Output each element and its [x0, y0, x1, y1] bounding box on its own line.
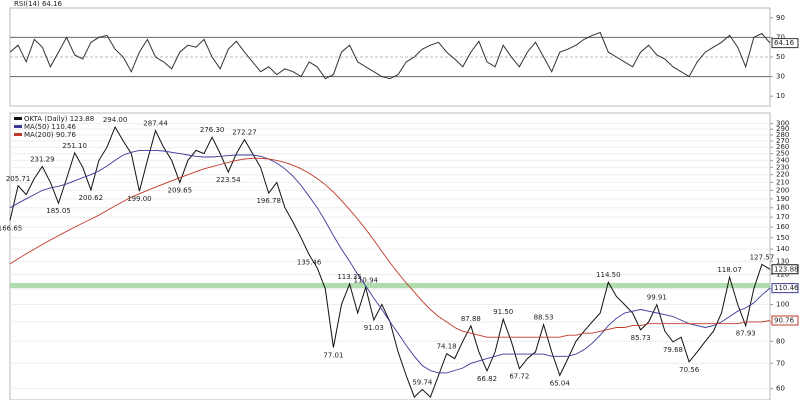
price-annotation: 59.74 [412, 378, 433, 386]
y-tick-label: 200 [776, 186, 789, 194]
y-tick-label: 170 [776, 213, 789, 221]
price-annotation: 135.46 [297, 259, 322, 267]
price-annotation: 276.30 [200, 126, 225, 134]
y-tick-label: 30 [776, 73, 785, 81]
price-annotation: 114.50 [596, 271, 621, 279]
y-tick-label: 140 [776, 245, 789, 253]
price-annotation: 65.04 [550, 379, 571, 387]
y-tick-label: 130 [776, 257, 789, 265]
price-annotation: 66.82 [477, 375, 497, 383]
price-annotation: 223.54 [216, 176, 241, 184]
price-annotation: 287.44 [143, 120, 168, 128]
y-tick-label: 300 [776, 120, 789, 128]
highlight-band [10, 282, 770, 289]
price-annotation: 200.62 [79, 194, 104, 202]
price-annotation: 272.27 [232, 129, 257, 137]
y-tick-label: 180 [776, 204, 789, 212]
price-annotation: 70.56 [679, 366, 700, 374]
price-annotation: 205.71 [6, 175, 31, 183]
price-annotation: 118.07 [717, 266, 742, 274]
price-annotation: 185.05 [46, 207, 71, 215]
series-line [9, 149, 771, 374]
legend-swatch [14, 125, 22, 128]
price-annotation: 77.01 [323, 352, 343, 360]
price-annotation: 251.10 [62, 142, 87, 150]
legend-swatch [14, 117, 22, 120]
value-tag-box [771, 264, 799, 275]
price-annotation: 199.00 [127, 195, 152, 203]
y-tick-label: 70 [776, 33, 785, 41]
legend-swatch [14, 133, 22, 136]
rsi-title: RSI(14) 64.16 [14, 0, 63, 8]
price-annotation: 196.78 [256, 197, 281, 205]
price-annotation: 87.93 [736, 330, 756, 338]
y-tick-label: 220 [776, 171, 789, 179]
y-tick-label: 60 [776, 385, 785, 393]
y-tick-label: 90 [776, 14, 785, 22]
y-tick-label: 240 [776, 156, 789, 164]
legend-label: MA(200) 90.76 [24, 131, 76, 139]
price-annotation: 294.00 [103, 116, 128, 124]
value-tag: 110.46 [774, 284, 799, 292]
price-annotation: 127.57 [750, 253, 775, 261]
price-annotation: 231.29 [30, 155, 55, 163]
price-annotation: 79.68 [663, 346, 683, 354]
y-tick-label: 10 [776, 92, 785, 100]
price-annotation: 113.35 [337, 273, 362, 281]
value-tag-box [771, 283, 799, 294]
y-tick-label: 80 [776, 337, 785, 345]
value-tag: 90.76 [774, 316, 795, 324]
price-annotation: 67.72 [509, 373, 529, 381]
value-tag: 64.16 [774, 39, 795, 47]
price-annotation: 88.53 [534, 314, 554, 322]
price-annotation: 110.94 [353, 276, 378, 284]
price-annotation: 91.50 [493, 308, 513, 316]
value-tag-box [771, 315, 799, 326]
price-annotation: 209.65 [168, 187, 193, 195]
price-annotation: 99.91 [647, 294, 667, 302]
y-tick-label: 120 [776, 271, 789, 279]
price-annotation: 91.03 [364, 324, 384, 332]
y-tick-label: 50 [776, 53, 785, 61]
y-tick-label: 270 [776, 137, 789, 145]
price-annotation: 87.88 [461, 315, 481, 323]
y-tick-label: 190 [776, 195, 789, 203]
price-annotation: 74.18 [437, 343, 457, 351]
y-tick-label: 150 [776, 234, 789, 242]
y-tick-label: 260 [776, 143, 789, 151]
y-tick-label: 280 [776, 131, 789, 139]
y-tick-label: 210 [776, 178, 789, 186]
legend-label: MA(50) 110.46 [24, 123, 76, 131]
y-tick-label: 290 [776, 125, 789, 133]
price-annotation: 85.73 [631, 334, 651, 342]
legend-label: OKTA (Daily) 123.88 [24, 115, 94, 123]
y-tick-label: 250 [776, 150, 789, 158]
y-tick-label: 70 [776, 359, 785, 367]
price-annotation: 166.65 [0, 224, 22, 232]
y-tick-label: 230 [776, 163, 789, 171]
value-tag: 123.88 [774, 265, 799, 273]
value-tag-box [771, 38, 799, 49]
price-panel [9, 112, 771, 400]
series-line [9, 157, 771, 338]
y-tick-label: 100 [776, 301, 789, 309]
y-tick-label: 160 [776, 223, 789, 231]
series-line [9, 31, 771, 80]
